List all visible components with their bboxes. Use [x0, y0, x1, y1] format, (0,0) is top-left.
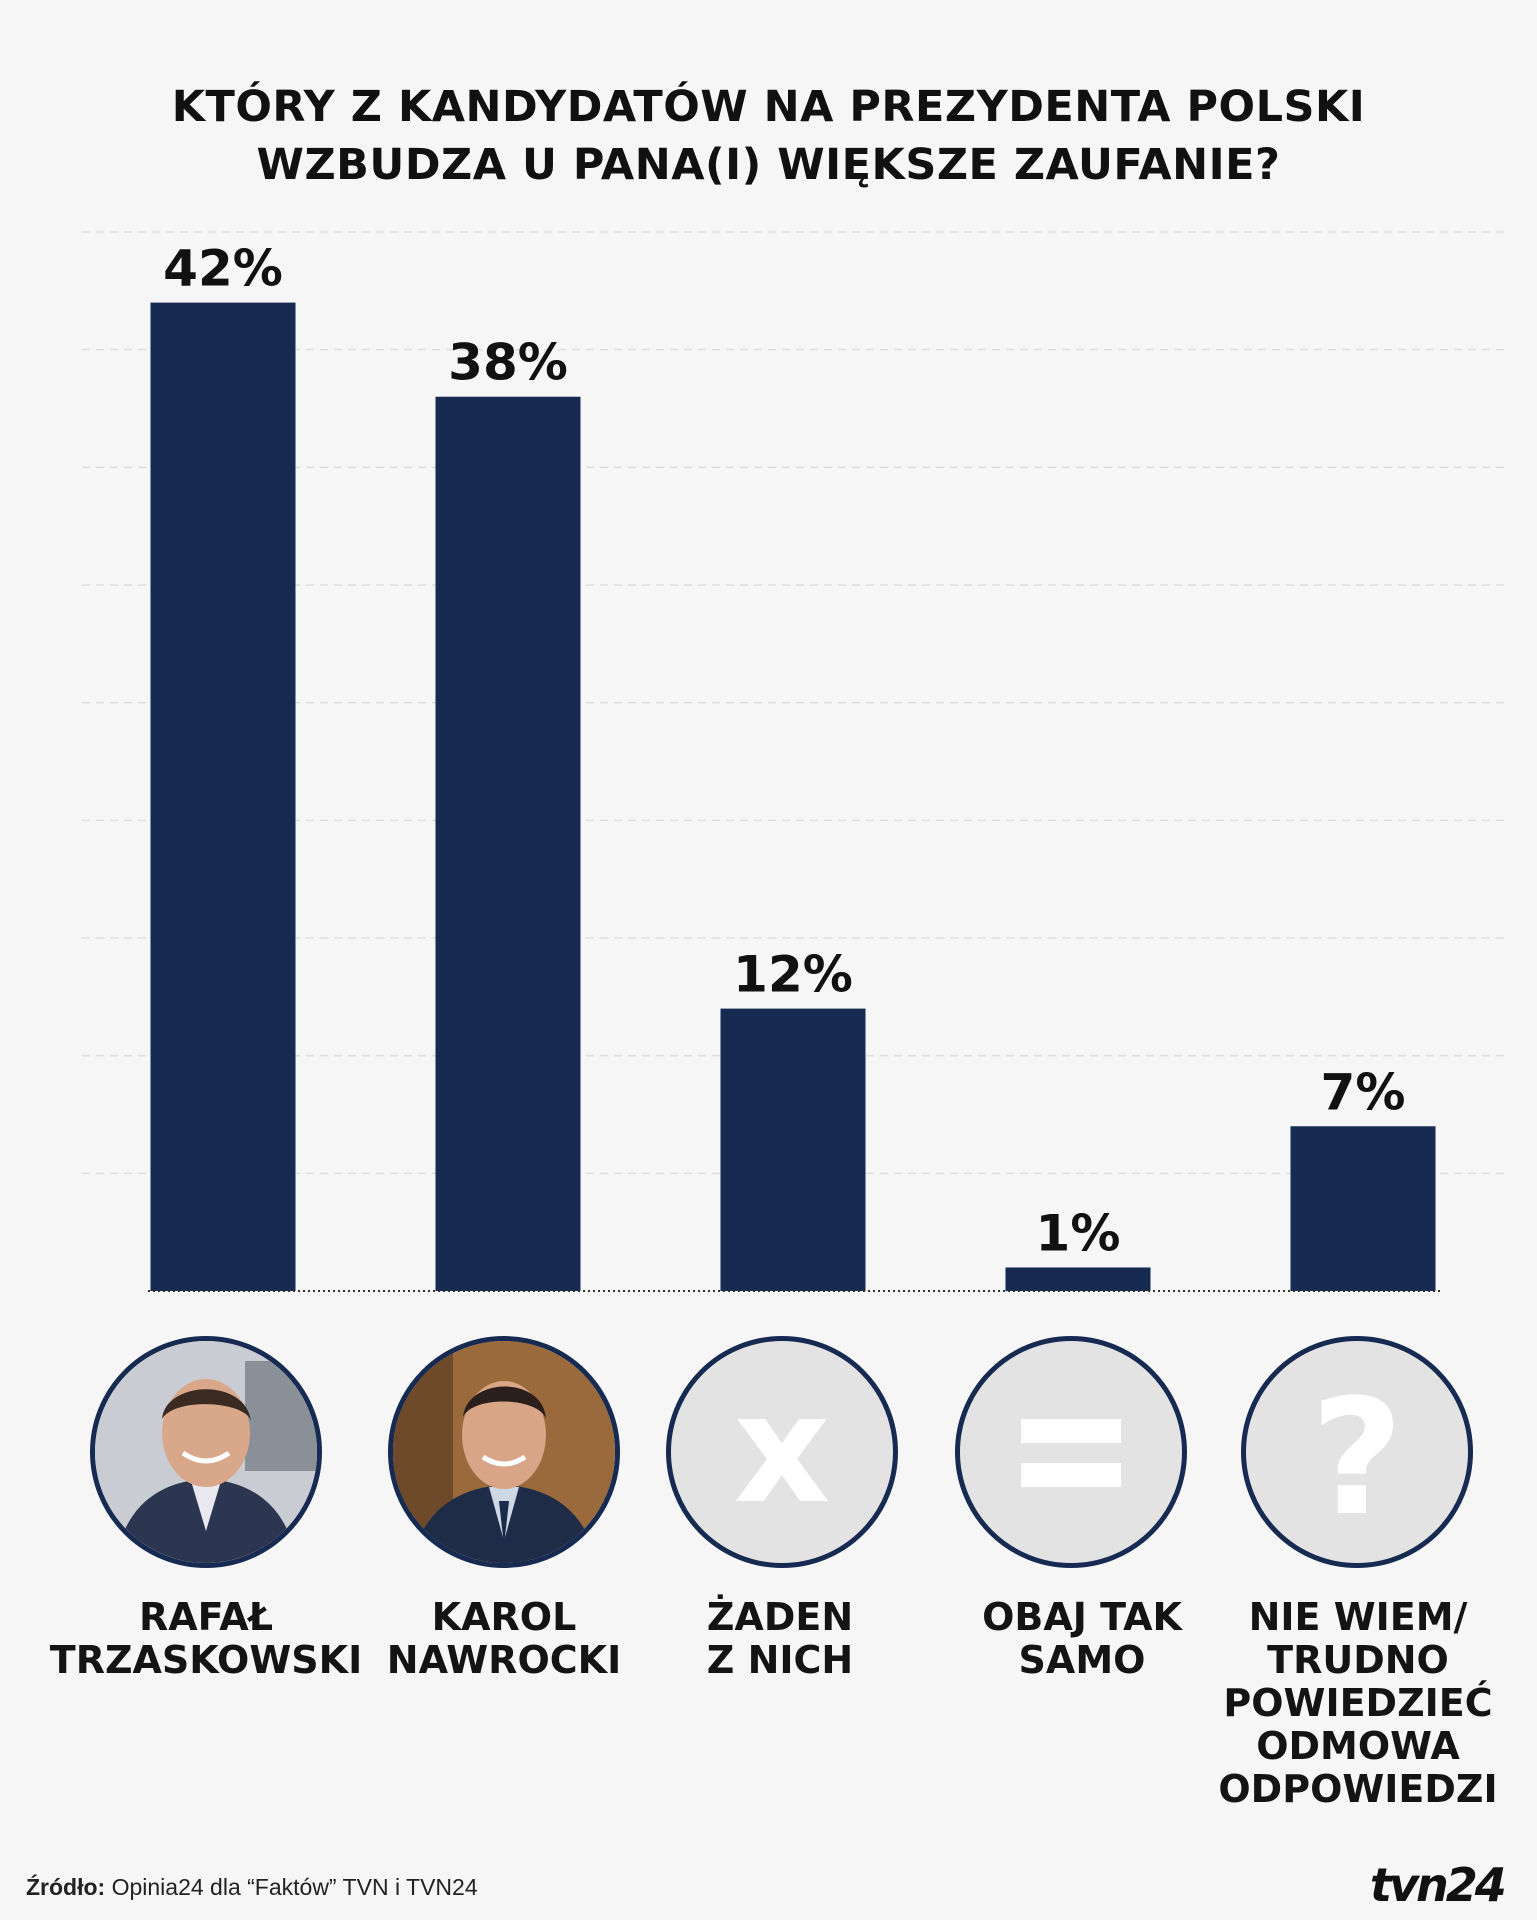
data-label: 7%: [1321, 1063, 1406, 1121]
bar: [150, 302, 296, 1292]
bar: [1290, 1126, 1436, 1291]
category-label: ŻADEN Z NICH: [610, 1596, 950, 1682]
category-label: NIE WIEM/TRUDNO POWIEDZIEĆ ODMOWA ODPOWIEDZ…: [1188, 1596, 1528, 1811]
category-label-line: ODMOWA: [1256, 1724, 1460, 1768]
data-label: 42%: [163, 240, 283, 298]
category-label-line: KAROL: [431, 1595, 577, 1639]
category-label-line: ODPOWIEDZI: [1218, 1767, 1498, 1811]
category-label-line: NAWROCKI: [386, 1638, 622, 1682]
source-note: Źródło: Opinia24 dla “Faktów” TVN i TVN2…: [26, 1874, 478, 1901]
data-label: 38%: [448, 334, 568, 392]
chart-title-line-1: KTÓRY Z KANDYDATÓW NA PREZYDENTA POLSKI: [171, 82, 1366, 132]
category-label-line: NIE WIEM/: [1248, 1595, 1468, 1639]
data-label: 12%: [733, 946, 853, 1004]
category-label: KAROL NAWROCKI: [334, 1596, 674, 1682]
category-label-line: TRZASKOWSKI: [49, 1638, 363, 1682]
tvn24-logo: tvn24: [1370, 1858, 1507, 1912]
bar: [435, 396, 581, 1291]
chart-title-line-2: WZBUDZA U PANA(I) WIĘKSZE ZAUFANIE?: [256, 140, 1281, 190]
bar: [1005, 1267, 1151, 1291]
bar: [720, 1008, 866, 1291]
data-label: 1%: [1036, 1204, 1121, 1262]
category-label-line: TRUDNO: [1267, 1638, 1449, 1682]
category-label: RAFAŁ TRZASKOWSKI: [36, 1596, 376, 1682]
category-label: OBAJ TAK SAMO: [912, 1596, 1252, 1682]
source-label: Źródło:: [26, 1874, 106, 1900]
category-label-line: OBAJ TAK: [982, 1595, 1182, 1639]
category-label-line: RAFAŁ: [138, 1595, 274, 1639]
chart-title: KTÓRY Z KANDYDATÓW NA PREZYDENTA POLSKI …: [0, 78, 1537, 194]
category-label-line: POWIEDZIEĆ: [1223, 1681, 1493, 1725]
category-label-line: SAMO: [1018, 1638, 1146, 1682]
source-text: Opinia24 dla “Faktów” TVN i TVN24: [111, 1874, 478, 1900]
category-label-line: Z NICH: [706, 1638, 854, 1682]
category-label-line: ŻADEN: [706, 1595, 854, 1639]
